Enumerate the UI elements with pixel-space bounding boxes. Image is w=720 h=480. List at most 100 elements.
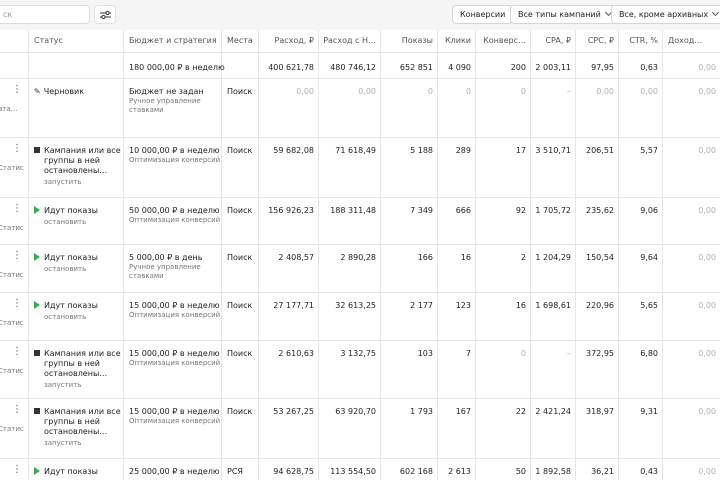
cpc-value: 318,97: [586, 407, 614, 416]
budget-text[interactable]: 15 000,00 ₽ в неделю: [129, 301, 220, 310]
income-value: 0,00: [698, 206, 716, 215]
column-divider: [475, 30, 476, 480]
column-header[interactable]: CTR, %: [629, 36, 658, 45]
conversions-value: 2: [520, 253, 526, 262]
row-stats-link[interactable]: Статис: [0, 271, 24, 279]
conversions-value: 0: [520, 349, 526, 358]
row-stats-link[interactable]: Статис: [0, 425, 24, 433]
income-value: 0,00: [698, 407, 716, 416]
column-header[interactable]: Конверс…: [483, 36, 526, 45]
row-stats-link[interactable]: Статис: [0, 367, 24, 375]
clicks-value: 167: [455, 407, 471, 416]
budget-text[interactable]: 15 000,00 ₽ в неделю: [129, 349, 220, 358]
budget-text[interactable]: 25 000,00 ₽ в неделю: [129, 467, 220, 476]
row-divider: [0, 52, 720, 53]
totals-clicks: 4 090: [448, 63, 471, 72]
income-value: 0,00: [698, 87, 716, 96]
budget-text[interactable]: 50 000,00 ₽ в неделю: [129, 206, 220, 215]
row-stats-link[interactable]: ата…: [0, 105, 18, 113]
column-header[interactable]: Доход…: [668, 36, 703, 45]
sliders-icon: [100, 10, 111, 20]
ctr-value: 5,65: [640, 301, 658, 310]
budget-text[interactable]: 10 000,00 ₽ в неделю: [129, 146, 220, 155]
strategy-text: Оптимизация конверсий: [129, 417, 221, 425]
strategy-text: Ручное управление: [129, 97, 201, 105]
row-menu-icon[interactable]: ⋮: [12, 464, 22, 475]
totals-spend-vat: 480 746,12: [330, 63, 376, 72]
conversions-chip[interactable]: Конверсии: [452, 5, 514, 24]
budget-cell: 5 000,00 ₽ в день Ручное управление ставка…: [129, 253, 202, 281]
budget-text[interactable]: Бюджет не задан: [129, 87, 204, 96]
row-menu-icon[interactable]: ⋮: [12, 346, 22, 357]
places-text: Поиск: [227, 253, 253, 262]
places-text: Поиск: [227, 349, 253, 358]
row-divider: [0, 137, 720, 138]
column-header[interactable]: Места: [227, 36, 253, 45]
spend-value: 2 408,57: [278, 253, 314, 262]
budget-cell: 15 000,00 ₽ в неделю Оптимизация конверси…: [129, 349, 220, 368]
campaign-types-dropdown[interactable]: Все типы кампаний: [510, 5, 619, 24]
impressions-value: 0: [427, 87, 433, 96]
column-header[interactable]: CPA, ₽: [545, 36, 571, 45]
spend-value: 156 926,23: [268, 206, 314, 215]
status-cell: Кампания или все группы в ней остановлены……: [34, 407, 121, 448]
play-icon: [34, 301, 40, 309]
column-header[interactable]: Бюджет и стратегия: [129, 36, 217, 45]
conversions-value: 50: [515, 467, 526, 476]
play-icon: [34, 467, 40, 475]
column-header[interactable]: Показы: [401, 36, 433, 45]
column-header[interactable]: Расход с Н…: [323, 36, 376, 45]
pencil-icon: ✎: [34, 87, 41, 96]
row-stats-link[interactable]: Статис: [0, 164, 24, 172]
row-menu-icon[interactable]: ⋮: [12, 203, 22, 214]
start-link[interactable]: запустить: [44, 439, 82, 447]
budget-text[interactable]: 15 000,00 ₽ в неделю: [129, 407, 220, 416]
status-cell: Идут показы остановить: [34, 301, 98, 322]
ctr-value: 0,43: [640, 467, 658, 476]
row-stats-link[interactable]: Статис: [0, 319, 24, 327]
row-stats-link[interactable]: Статис: [0, 224, 24, 232]
clicks-value: 2 613: [448, 467, 471, 476]
column-header[interactable]: Расход, ₽: [274, 36, 314, 45]
cpc-value: 220,96: [586, 301, 614, 310]
row-menu-icon[interactable]: ⋮: [12, 404, 22, 415]
places-text: Поиск: [227, 146, 253, 155]
conversions-value: 92: [515, 206, 526, 215]
column-header[interactable]: CPC, ₽: [587, 36, 614, 45]
stop-link[interactable]: остановить: [44, 265, 87, 273]
start-link[interactable]: запустить: [44, 178, 82, 186]
spend-vat-value: 3 132,75: [340, 349, 376, 358]
places-text: Поиск: [227, 206, 253, 215]
row-menu-icon[interactable]: ⋮: [12, 250, 22, 261]
archive-filter-dropdown[interactable]: Все, кроме архивных: [611, 5, 720, 24]
income-value: 0,00: [698, 301, 716, 310]
strategy-text: ставками: [129, 272, 164, 280]
start-link[interactable]: запустить: [44, 381, 82, 389]
clicks-value: 289: [455, 146, 471, 155]
column-divider: [28, 30, 29, 480]
budget-text[interactable]: 5 000,00 ₽ в день: [129, 253, 203, 262]
row-divider: [0, 292, 720, 293]
impressions-value: 5 188: [410, 146, 433, 155]
row-menu-icon[interactable]: ⋮: [12, 298, 22, 309]
status-cell: Кампания или все группы в ней остановлены……: [34, 146, 121, 187]
strategy-text: Оптимизация конверсий: [129, 311, 221, 319]
column-header[interactable]: Клики: [444, 36, 471, 45]
column-divider: [258, 30, 259, 480]
column-header[interactable]: Статус: [34, 36, 63, 45]
row-menu-icon[interactable]: ⋮: [12, 143, 22, 154]
totals-conversions: 200: [510, 63, 526, 72]
conversions-value: 16: [515, 301, 526, 310]
stop-link[interactable]: остановить: [44, 313, 87, 321]
clicks-value: 123: [455, 301, 471, 310]
row-menu-icon[interactable]: ⋮: [12, 84, 22, 95]
stop-link[interactable]: остановить: [44, 218, 87, 226]
filter-settings-button[interactable]: [94, 5, 116, 24]
spend-value: 53 267,25: [273, 407, 314, 416]
cpa-value: –: [567, 87, 571, 96]
search-input[interactable]: ск: [0, 5, 90, 24]
status-text: Кампания или все: [34, 407, 121, 417]
places-text: РСЯ: [227, 467, 243, 476]
spend-vat-value: 71 618,49: [335, 146, 376, 155]
places-text: Поиск: [227, 301, 253, 310]
